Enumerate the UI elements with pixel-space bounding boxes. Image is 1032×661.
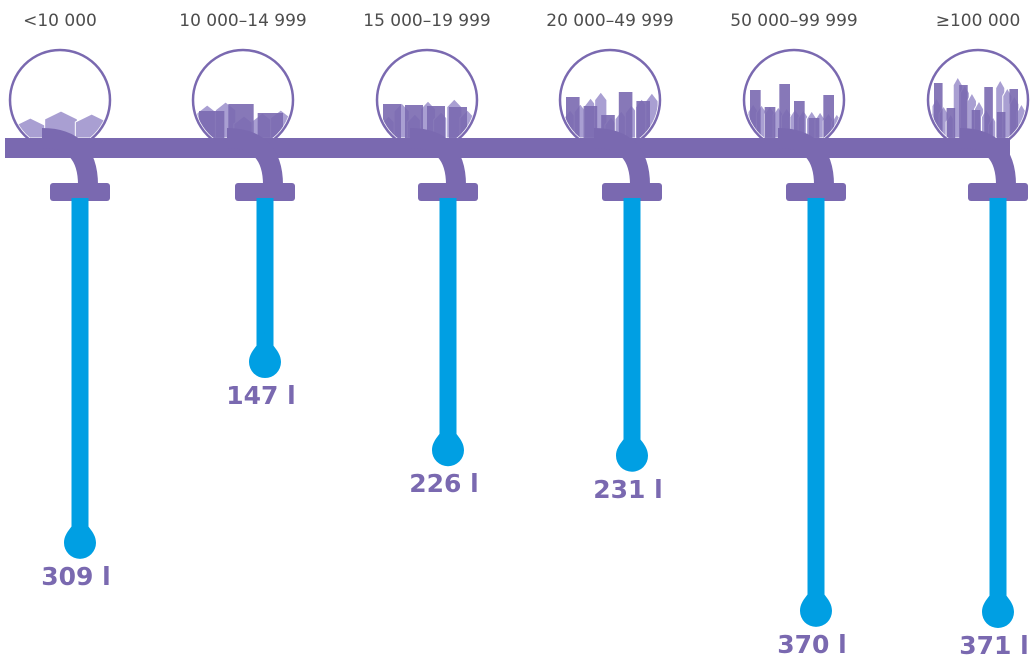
pipe-tap xyxy=(959,128,1028,201)
water-streams xyxy=(64,198,1014,628)
category-label: <10 000 xyxy=(23,11,97,31)
value-label: 231 l xyxy=(593,475,662,504)
stream-bar xyxy=(439,198,457,437)
water-stream xyxy=(800,198,832,627)
water-drop xyxy=(616,425,648,472)
value-label: 226 l xyxy=(409,469,478,498)
pipe-segment xyxy=(5,138,1010,158)
water-drop xyxy=(800,580,832,627)
city-icon xyxy=(191,48,295,152)
value-label: 371 l xyxy=(959,631,1028,660)
stream-bar xyxy=(256,198,274,349)
category-label: ≥100 000 xyxy=(936,11,1021,31)
stream-bar xyxy=(71,198,89,529)
city-icon xyxy=(926,48,1030,152)
category-label: 20 000–49 999 xyxy=(546,11,673,31)
water-stream xyxy=(64,198,96,559)
pipe-tap xyxy=(593,128,662,201)
water-stream xyxy=(616,198,648,472)
city-icon xyxy=(558,48,662,152)
water-stream xyxy=(249,198,281,379)
water-drop xyxy=(249,332,281,379)
category-labels: <10 000 10 000–14 999 15 000–19 999 20 0… xyxy=(23,11,1020,31)
value-label: 370 l xyxy=(777,630,846,659)
stream-bar xyxy=(989,198,1007,598)
water-drop xyxy=(432,420,464,467)
pipe-tap xyxy=(41,128,110,201)
water-stream xyxy=(432,198,464,467)
city-icons xyxy=(8,48,1030,152)
value-label: 309 l xyxy=(41,562,110,591)
main-pipe xyxy=(5,128,1028,201)
stream-bar xyxy=(623,198,641,442)
pipe-tap xyxy=(409,128,478,201)
water-drop xyxy=(982,582,1014,628)
city-icon xyxy=(742,48,846,152)
value-label: 147 l xyxy=(226,381,295,410)
value-labels: 309 l 147 l 226 l 231 l 370 l 371 l xyxy=(41,381,1028,660)
stream-bar xyxy=(807,198,825,597)
water-stream xyxy=(982,198,1014,628)
water-drop xyxy=(64,512,96,559)
category-label: 50 000–99 999 xyxy=(730,11,857,31)
pipe-tap xyxy=(226,128,295,201)
pipe-tap xyxy=(777,128,846,201)
category-label: 15 000–19 999 xyxy=(363,11,490,31)
category-label: 10 000–14 999 xyxy=(179,11,306,31)
